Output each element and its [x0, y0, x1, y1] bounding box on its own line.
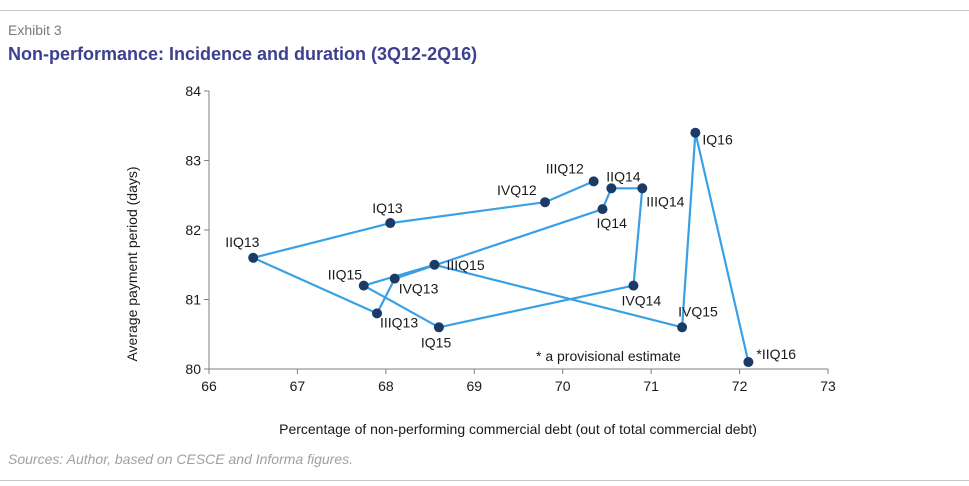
x-tick-label: 68	[378, 378, 394, 394]
data-point	[429, 259, 440, 270]
data-point	[358, 280, 369, 291]
chart-series	[248, 127, 754, 368]
chart-axes: 80 81 82 83 84 66 67 68 69 70 71 72 73	[185, 83, 836, 394]
point-label: IVQ15	[678, 303, 718, 319]
data-point	[606, 183, 617, 194]
x-tick-label: 70	[555, 378, 571, 394]
x-tick-label: 72	[732, 378, 748, 394]
point-label: IVQ14	[622, 293, 662, 309]
point-label: *IIQ16	[756, 346, 796, 362]
point-label: IIQ13	[225, 234, 259, 250]
point-label: IQ13	[372, 200, 403, 216]
y-tick-label: 82	[185, 222, 201, 238]
x-tick-label: 71	[643, 378, 659, 394]
data-point	[597, 204, 608, 215]
data-point	[385, 218, 396, 229]
data-point	[372, 308, 383, 319]
point-label: IIIQ15	[447, 257, 485, 273]
data-point	[628, 280, 639, 291]
data-point	[690, 127, 701, 138]
point-label: IIQ14	[606, 168, 640, 184]
y-tick-label: 84	[185, 83, 201, 99]
x-tick-label: 69	[466, 378, 482, 394]
point-label: IQ16	[702, 132, 733, 148]
x-axis-label: Percentage of non-performing commercial …	[279, 421, 757, 437]
source-note: Sources: Author, based on CESCE and Info…	[8, 451, 354, 467]
y-tick-label: 81	[185, 292, 201, 308]
point-label: IIIQ13	[380, 314, 418, 330]
exhibit-number: Exhibit 3	[8, 22, 62, 38]
series-line	[252, 131, 750, 363]
bottom-rule	[0, 480, 969, 481]
y-axis-label: Average payment period (days)	[124, 166, 140, 361]
point-label: IIIQ14	[646, 193, 684, 209]
data-point	[248, 252, 259, 263]
data-point	[677, 322, 688, 333]
x-tick-label: 66	[201, 378, 217, 394]
data-point	[588, 176, 599, 187]
top-rule	[0, 10, 969, 11]
x-tick-label: 73	[820, 378, 836, 394]
x-tick-label: 67	[290, 378, 306, 394]
point-label: IVQ13	[399, 281, 439, 297]
data-point	[637, 183, 648, 194]
point-label: IQ15	[421, 334, 452, 350]
data-point	[743, 357, 754, 368]
y-tick-label: 83	[185, 153, 201, 169]
y-tick-label: 80	[185, 361, 201, 377]
point-label: IIIQ12	[546, 160, 584, 176]
point-label: IIQ15	[328, 267, 362, 283]
data-point	[540, 197, 551, 208]
provisional-estimate-note: * a provisional estimate	[536, 348, 681, 364]
point-label: IVQ12	[497, 182, 537, 198]
chart-point-labels: IIIQ12 IVQ12 IQ13 IIQ13 IIIQ13 IVQ13 IQ14 IIQ14…	[225, 132, 796, 362]
point-label: IQ14	[597, 215, 628, 231]
data-point	[389, 273, 400, 284]
data-point	[433, 322, 444, 333]
chart-title: Non-performance: Incidence and duration …	[8, 44, 478, 64]
